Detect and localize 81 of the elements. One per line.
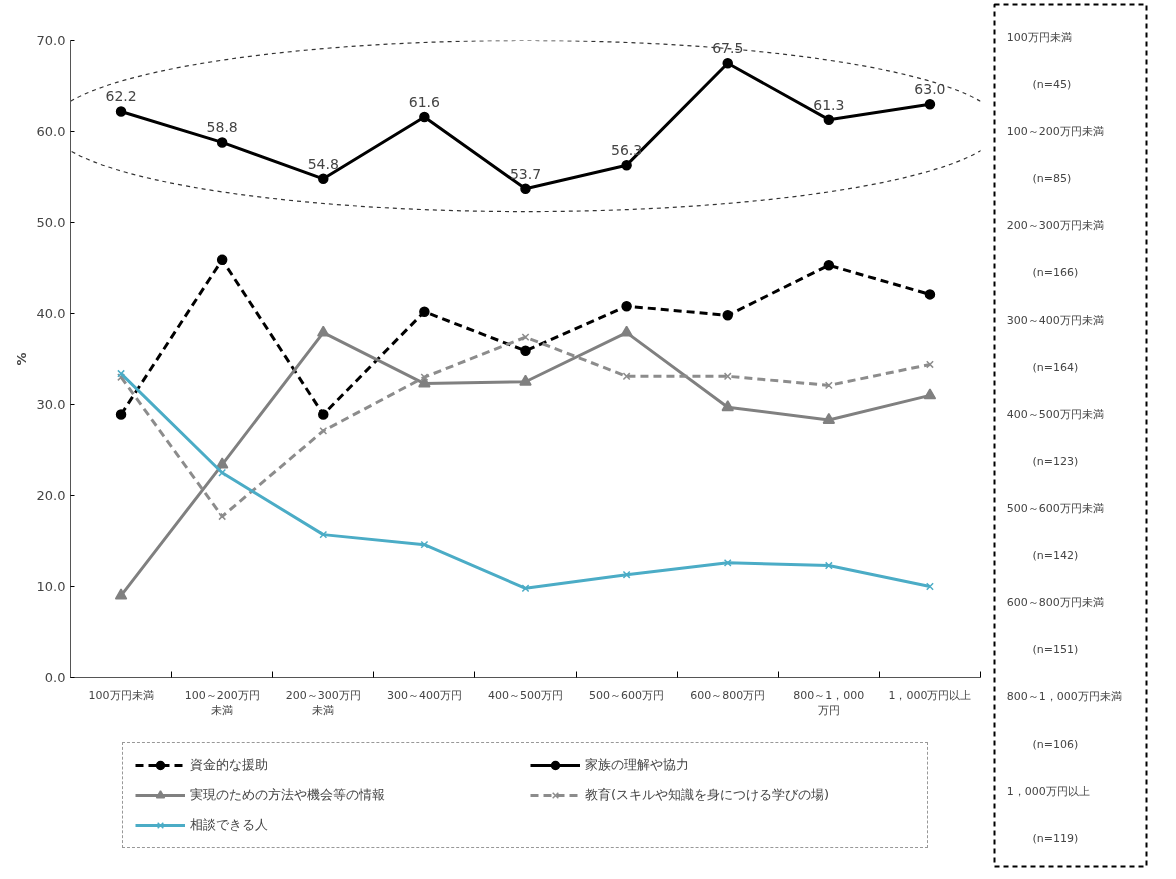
point (621, 159, 632, 171)
x-tick-label: 600～800万円 (690, 688, 766, 702)
point (318, 409, 329, 420)
data-label: 67.5 (712, 40, 744, 57)
x-tick-label: 200～300万円未満 (285, 688, 361, 718)
data-label: 62.2 (105, 88, 137, 105)
x-tick-label: 400～500万円 (488, 688, 563, 702)
point (620, 325, 633, 337)
point (823, 114, 835, 125)
point (822, 412, 836, 424)
point (923, 388, 937, 400)
text: (n=119) (1032, 831, 1079, 845)
legend-label: 教育(スキルや知識を身につける学びの場) (585, 786, 831, 804)
x-tick-label: 800～1，000万円 (793, 688, 865, 718)
data-label: 63.0 (914, 81, 946, 98)
text: 500～600万円未満 (1006, 502, 1104, 516)
point (115, 409, 127, 420)
point (216, 254, 228, 266)
text: 1，000万円以上 (1006, 784, 1090, 798)
y-tick-label: 30.0 (36, 397, 66, 412)
text: (n=166) (1032, 266, 1079, 280)
data-label: 61.3 (813, 96, 845, 113)
y-tick-label: 70.0 (36, 33, 66, 48)
x-tick-label: 1，000万円以上 (888, 688, 972, 702)
data-label: 61.6 (408, 93, 441, 110)
text: (n=123) (1032, 454, 1079, 468)
x-tick-label: 100～200万円未満 (184, 688, 260, 718)
y-tick-label: 40.0 (36, 306, 66, 321)
text: 100～200万円未満 (1006, 125, 1104, 139)
y-tick-label: 60.0 (36, 124, 66, 139)
text: (n=164) (1032, 360, 1079, 374)
data-label: 54.8 (307, 155, 339, 172)
text: 400～500万円未満 (1006, 407, 1104, 421)
legend-label: 家族の理解や協力 (585, 756, 690, 774)
point (722, 310, 733, 321)
y-tick-label: 0.0 (44, 670, 66, 685)
point (420, 540, 429, 549)
point (622, 570, 631, 579)
point (519, 374, 532, 386)
text: 200～300万円未満 (1006, 219, 1104, 233)
point (723, 372, 732, 381)
text: (n=151) (1032, 643, 1079, 657)
point (114, 588, 128, 600)
text: 800～1，000万円未満 (1006, 690, 1122, 704)
point (721, 400, 734, 412)
data-label: 56.3 (611, 142, 643, 159)
point (419, 111, 430, 123)
point (520, 183, 531, 195)
text: (n=85) (1032, 172, 1072, 186)
text: 300～400万円未満 (1006, 313, 1104, 327)
y-tick-label: 20.0 (36, 488, 66, 503)
point (115, 106, 127, 117)
y-tick-label: 50.0 (36, 215, 66, 230)
point (924, 98, 936, 110)
data-label: 58.8 (206, 119, 238, 136)
point (117, 369, 125, 378)
y-tick-label: 10.0 (36, 579, 66, 594)
text: (n=106) (1032, 737, 1079, 751)
point (924, 289, 936, 300)
point (117, 373, 125, 382)
legend-label: 実現のための方法や機会等の情報 (190, 786, 386, 804)
text: (n=45) (1032, 78, 1072, 92)
point (722, 58, 733, 69)
point (823, 260, 835, 271)
point (317, 325, 330, 337)
x-tick-label: 300～400万円 (386, 688, 462, 702)
x-tick-label: 500～600万円 (589, 688, 665, 702)
point (419, 306, 430, 317)
text: (n=142) (1032, 549, 1079, 563)
point (318, 173, 329, 185)
data-label: 53.7 (509, 165, 542, 182)
text: 100万円未満 (1006, 30, 1072, 44)
legend-label: 資金的な援助 (190, 756, 269, 774)
text: 600～800万円未満 (1006, 596, 1104, 610)
point (319, 426, 328, 435)
y-axis-title: % (13, 352, 29, 366)
point (621, 300, 632, 312)
x-tick-label: 100万円未満 (88, 688, 154, 702)
legend-label: 相談できる人 (190, 816, 269, 834)
point (520, 345, 531, 357)
point (216, 137, 228, 148)
